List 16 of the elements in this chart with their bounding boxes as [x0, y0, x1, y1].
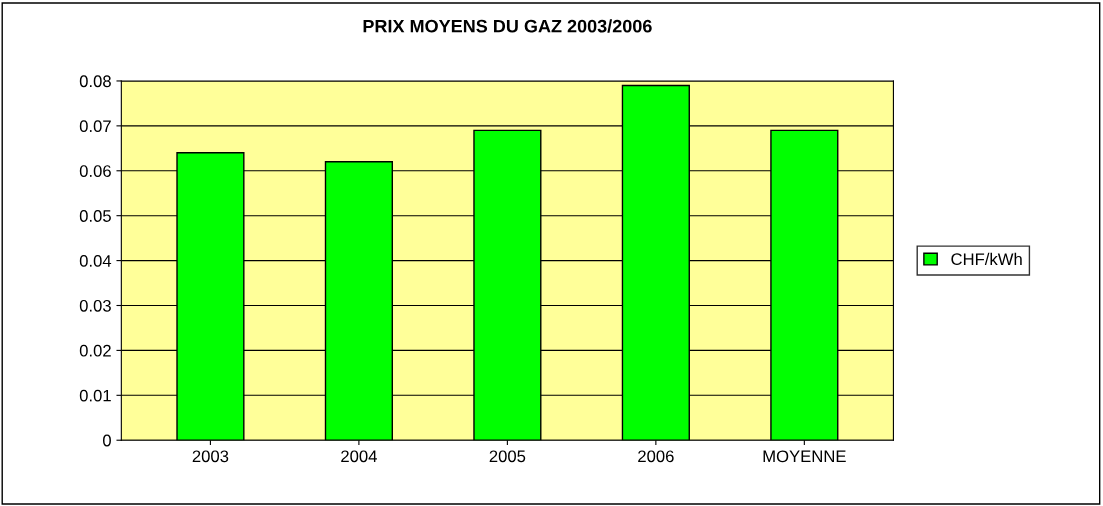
x-tick-label: 2004 — [341, 450, 377, 463]
legend-label: CHF/kWh — [951, 252, 1022, 266]
y-tick-label: 0.02 — [79, 344, 111, 357]
x-tick-label: 2005 — [489, 450, 526, 463]
x-tick-label: 2006 — [638, 450, 674, 463]
y-tick-label: 0.04 — [79, 254, 112, 267]
x-tick-label: 2003 — [192, 450, 229, 463]
y-tick-label: 0 — [102, 434, 111, 447]
y-tick-label: 0.08 — [79, 75, 111, 88]
y-tick-label: 0.03 — [79, 299, 111, 312]
y-tick-label: 0.06 — [79, 165, 111, 177]
y-tick-label: 0.05 — [79, 210, 111, 222]
y-tick-label: 0.07 — [79, 120, 111, 133]
x-tick-label: MOYENNE — [763, 450, 846, 463]
chart-title: PRIX MOYENS DU GAZ 2003/2006 — [363, 19, 652, 33]
y-tick-label: 0.01 — [79, 389, 111, 402]
